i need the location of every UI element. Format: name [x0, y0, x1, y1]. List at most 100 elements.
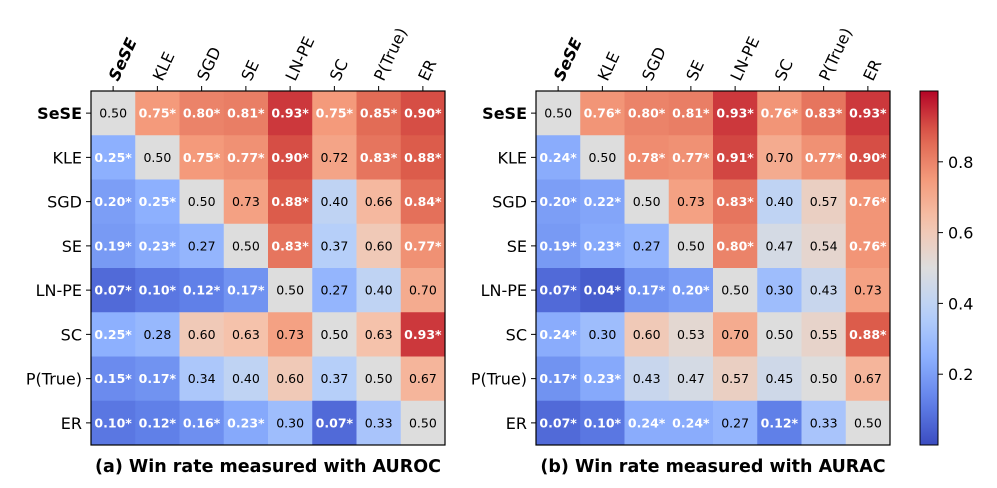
heatmap-cell	[400, 312, 446, 357]
cell-value-label: 0.83*	[805, 106, 843, 121]
heatmap-cell	[312, 179, 357, 225]
cell-value-label: 0.83*	[271, 238, 309, 253]
heatmap-cell	[668, 179, 714, 225]
x-tick-label: SC	[326, 56, 352, 83]
cell-value-label: 0.70	[721, 327, 749, 342]
cell-value-label: 0.80*	[716, 238, 754, 253]
heatmap-cell	[536, 223, 581, 269]
y-tick-label: LN-PE	[481, 281, 527, 300]
heatmap-cell	[757, 356, 802, 402]
cell-value-label: 0.77*	[227, 150, 265, 165]
cell-value-label: 0.45	[765, 371, 793, 386]
heatmap-cell	[135, 179, 180, 225]
heatmap-cell	[223, 356, 269, 402]
heatmap-cell	[91, 312, 136, 357]
heatmap-cell	[91, 91, 136, 136]
heatmap-cell	[845, 312, 891, 357]
cell-value-label: 0.24*	[628, 415, 666, 430]
cell-value-label: 0.50	[677, 238, 705, 253]
heatmap-cell	[91, 179, 136, 225]
heatmap-cell	[179, 312, 225, 357]
heatmap-cell	[179, 400, 225, 446]
cell-value-label: 0.93*	[849, 106, 887, 121]
heatmap-cell	[845, 179, 891, 225]
y-tick-label: SC	[61, 325, 82, 344]
heatmap-cell	[356, 268, 402, 313]
colorbar: 0.2 0.4 0.6 0.8	[919, 90, 973, 446]
cell-value-label: 0.50	[409, 415, 437, 430]
x-tick-label: SE	[682, 57, 708, 83]
cell-value-label: 0.88*	[271, 194, 309, 209]
heatmap-cell	[580, 400, 625, 446]
cell-value-label: 0.84*	[404, 194, 442, 209]
cell-value-label: 0.20*	[539, 194, 577, 209]
cell-value-label: 0.55	[810, 327, 838, 342]
cell-value-label: 0.78*	[628, 150, 666, 165]
heatmap-cell	[713, 91, 758, 136]
cell-value-label: 0.12*	[139, 415, 177, 430]
heatmap-cell	[624, 91, 670, 136]
heatmap-cell	[757, 91, 802, 136]
cell-value-label: 0.73	[854, 283, 882, 298]
cell-value-label: 0.90*	[849, 150, 887, 165]
heatmap-cell	[624, 356, 670, 402]
cell-value-label: 0.88*	[404, 150, 442, 165]
heatmap-cell	[801, 356, 847, 402]
cell-value-label: 0.90*	[404, 106, 442, 121]
y-tick-label: LN-PE	[36, 281, 82, 300]
heatmap-cell	[713, 400, 758, 446]
heatmap-cell	[312, 356, 357, 402]
cell-value-label: 0.40	[232, 371, 260, 386]
heatmap-cell	[268, 135, 313, 180]
cell-value-label: 0.57	[721, 371, 749, 386]
cell-value-label: 0.50	[276, 283, 304, 298]
cell-value-label: 0.60	[365, 238, 393, 253]
heatmap-cell	[179, 356, 225, 402]
heatmap-cell	[668, 312, 714, 357]
heatmap-cell	[713, 268, 758, 313]
cell-value-label: 0.67	[409, 371, 437, 386]
heatmap-cell	[179, 135, 225, 180]
cell-value-label: 0.24*	[539, 327, 577, 342]
cell-value-label: 0.20*	[94, 194, 132, 209]
y-tick-label: SGD	[492, 193, 527, 212]
x-tick-label: SC	[771, 56, 797, 83]
heatmap-cell	[580, 223, 625, 269]
heatmap-cell	[223, 312, 269, 357]
colorbar-tick-label: 0.8	[948, 153, 973, 172]
heatmap-cell	[668, 135, 714, 180]
cell-value-label: 0.40	[365, 283, 393, 298]
cell-value-label: 0.50	[232, 238, 260, 253]
heatmap-cell	[713, 223, 758, 269]
cell-value-label: 0.24*	[539, 150, 577, 165]
cell-value-label: 0.81*	[227, 106, 265, 121]
cell-value-label: 0.07*	[539, 415, 577, 430]
heatmap-cell	[757, 179, 802, 225]
cell-value-label: 0.91*	[716, 150, 754, 165]
cell-value-label: 0.57	[810, 194, 838, 209]
heatmap-cell	[312, 91, 357, 136]
cell-value-label: 0.83*	[360, 150, 398, 165]
cell-value-label: 0.27	[721, 415, 749, 430]
x-tick-label: LN-PE	[282, 34, 319, 84]
cell-value-label: 0.40	[320, 194, 348, 209]
cell-value-label: 0.27	[633, 238, 661, 253]
y-tick-label: SeSE	[37, 104, 82, 123]
heatmap-cell	[400, 179, 446, 225]
cell-value-label: 0.10*	[139, 283, 177, 298]
x-tick-label: ER	[414, 56, 440, 83]
heatmap-cell	[356, 400, 402, 446]
heatmap-cell	[135, 268, 180, 313]
cell-value-label: 0.47	[765, 238, 793, 253]
heatmap-cell	[268, 312, 313, 357]
cell-value-label: 0.60	[188, 327, 216, 342]
cell-value-label: 0.15*	[94, 371, 132, 386]
heatmap-cell	[135, 312, 180, 357]
cell-value-label: 0.60	[276, 371, 304, 386]
heatmap-cell	[312, 312, 357, 357]
heatmap-cell	[312, 135, 357, 180]
heatmap-cell	[268, 400, 313, 446]
x-tick-label: KLE	[149, 49, 179, 84]
y-tick-label: P(True)	[471, 370, 527, 389]
heatmap-cell	[757, 312, 802, 357]
